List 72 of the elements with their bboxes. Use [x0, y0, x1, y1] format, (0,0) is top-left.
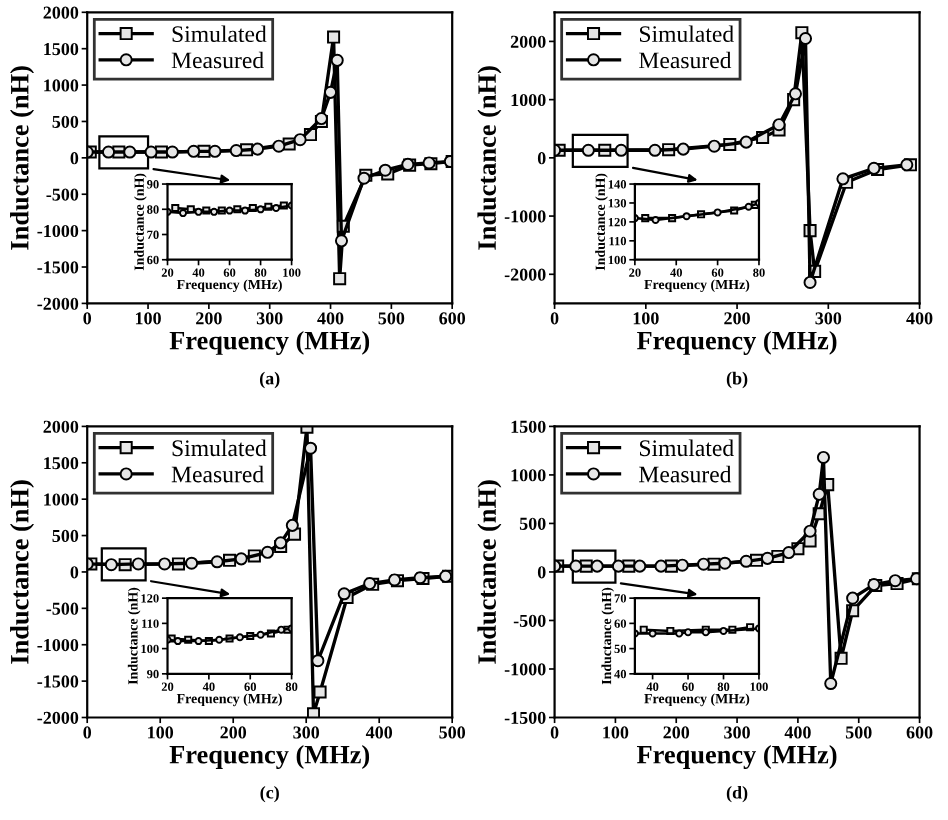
y-tick-label: -1500	[37, 261, 79, 274]
x-axis-title: Frequency (MHz)	[636, 330, 837, 355]
y-tick-label: -500	[46, 602, 79, 615]
x-tick-label: 500	[845, 726, 872, 739]
x-tick-label: 0	[83, 312, 92, 325]
x-tick-label: 200	[663, 726, 690, 739]
y-tick-label: 0	[537, 152, 546, 165]
y-tick-label: -1000	[504, 210, 546, 223]
y-tick-label: 1500	[511, 420, 546, 433]
x-axis-title: Frequency (MHz)	[636, 744, 837, 769]
y-tick-label: 1000	[511, 469, 546, 482]
y-tick-label: -500	[46, 188, 79, 201]
x-tick-label: 300	[815, 312, 842, 325]
text: (c)	[260, 785, 279, 803]
x-tick-label: 500	[439, 726, 466, 739]
text: (a)	[259, 371, 280, 389]
y-axis-title: Inductance (nH)	[477, 66, 502, 250]
y-tick-label: -2000	[37, 711, 79, 724]
x-axis-title: Frequency (MHz)	[169, 744, 370, 769]
legend-label: Measured	[171, 465, 264, 483]
text: (b)	[726, 371, 748, 389]
legend-label: Measured	[639, 465, 732, 483]
y-tick-label: 1000	[44, 493, 79, 506]
y-tick-label: -1000	[37, 224, 79, 238]
x-tick-label: 600	[906, 726, 933, 739]
y-axis-title: Inductance (nH)	[10, 480, 34, 664]
y-tick-label: -1000	[37, 638, 79, 652]
y-axis-title: Inductance (nH)	[10, 66, 34, 250]
y-tick-label: -1500	[37, 675, 79, 688]
y-tick-label: 500	[519, 517, 546, 530]
y-tick-label: -1000	[504, 663, 546, 676]
y-tick-label: 1000	[511, 93, 546, 107]
x-tick-label: 300	[293, 726, 320, 739]
x-tick-label: 400	[784, 726, 811, 739]
x-tick-label: 300	[724, 726, 750, 739]
y-tick-label: -2000	[504, 268, 546, 281]
x-tick-label: 200	[724, 312, 750, 325]
x-tick-label: 600	[439, 312, 466, 325]
x-tick-label: 200	[196, 312, 222, 325]
legend-label: Measured	[639, 51, 732, 69]
x-tick-label: 400	[365, 726, 393, 739]
x-tick-label: 100	[633, 312, 659, 325]
x-tick-label: 400	[317, 312, 344, 325]
y-tick-label: 0	[537, 566, 546, 579]
x-tick-label: 0	[550, 726, 559, 739]
x-axis-title: Frequency (MHz)	[169, 330, 370, 355]
y-tick-label: -2000	[37, 297, 79, 310]
y-axis-title: Inductance (nH)	[477, 480, 502, 664]
legend-label: Simulated	[172, 439, 267, 457]
x-tick-label: 0	[550, 312, 559, 325]
y-tick-label: 1000	[44, 79, 79, 92]
y-tick-label: 0	[70, 566, 79, 579]
y-tick-label: -500	[513, 614, 546, 627]
legend-label: Simulated	[639, 25, 734, 43]
x-tick-label: 400	[906, 312, 933, 325]
x-tick-label: 500	[378, 312, 405, 325]
x-tick-label: 200	[220, 726, 247, 739]
legend-label: Simulated	[172, 25, 267, 43]
y-tick-label: 1500	[44, 42, 79, 56]
y-tick-label: 2000	[510, 35, 546, 48]
text: (d)	[726, 785, 748, 803]
y-tick-label: 2000	[43, 6, 79, 19]
x-tick-label: 0	[83, 726, 92, 739]
x-tick-label: 300	[256, 312, 283, 325]
y-tick-label: 0	[70, 152, 79, 165]
y-tick-label: 1500	[44, 457, 79, 470]
y-tick-label: 500	[52, 115, 79, 128]
y-tick-label: -1500	[504, 711, 546, 724]
y-tick-label: 2000	[43, 420, 79, 433]
legend-label: Measured	[171, 51, 264, 69]
y-tick-label: 500	[52, 529, 79, 542]
legend-label: Simulated	[639, 439, 734, 457]
